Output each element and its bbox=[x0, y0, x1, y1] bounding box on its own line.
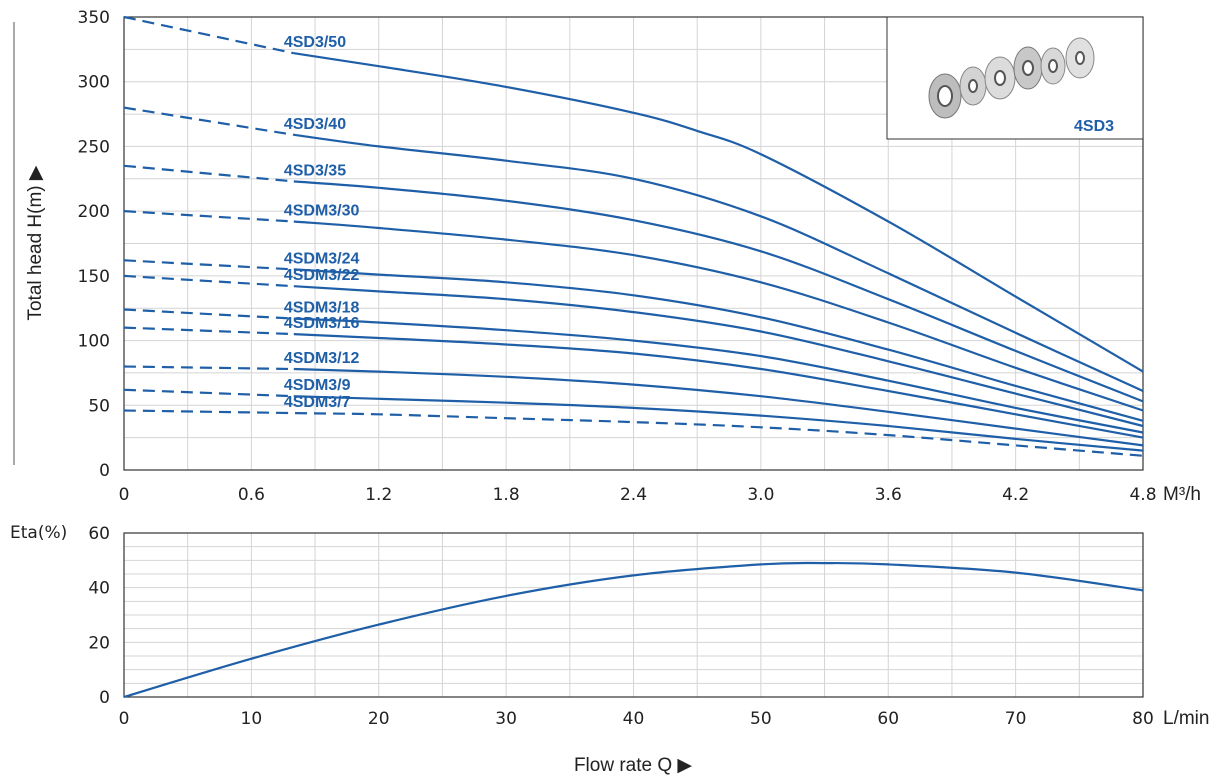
flow-rate-axis-title: Flow rate Q ▶ bbox=[574, 755, 692, 776]
y-tick-label: 60 bbox=[88, 524, 110, 544]
series-line bbox=[293, 395, 1144, 452]
x-tick-label: 4.8 bbox=[1129, 485, 1156, 505]
series-label: 4SD3/40 bbox=[284, 116, 346, 133]
series-line-dashed bbox=[123, 308, 294, 320]
efficiency-chart: 0 20 40 60 0 10 20 30 40 50 60 70 80 L/min Eta(%) F… bbox=[10, 523, 1209, 776]
x-tick-label: 20 bbox=[368, 709, 390, 729]
series-line bbox=[293, 133, 1144, 393]
inset-label: 4SD3 bbox=[1074, 118, 1114, 135]
efficiency-x-ticks: 0 10 20 30 40 50 60 70 80 bbox=[119, 709, 1154, 729]
head-series-labels: 4SD3/504SD3/404SD3/354SDM3/304SDM3/244SD… bbox=[284, 34, 360, 411]
series-label: 4SDM3/9 bbox=[284, 377, 351, 394]
y-tick-label: 250 bbox=[78, 137, 110, 157]
series-label: 4SDM3/24 bbox=[284, 250, 360, 267]
head-chart-frame bbox=[123, 16, 1144, 471]
series-line-dashed bbox=[123, 259, 294, 271]
y-tick-label: 40 bbox=[88, 579, 110, 599]
head-series bbox=[123, 15, 1144, 457]
efficiency-x-unit: L/min bbox=[1163, 708, 1209, 729]
x-tick-label: 0 bbox=[119, 709, 130, 729]
series-line-dashed bbox=[123, 210, 294, 223]
series-label: 4SDM3/12 bbox=[284, 350, 360, 367]
x-tick-label: 1.8 bbox=[493, 485, 520, 505]
series-label: 4SDM3/30 bbox=[284, 202, 360, 219]
efficiency-chart-frame bbox=[123, 532, 1144, 698]
series-line bbox=[293, 367, 1144, 447]
head-x-unit: M³/h bbox=[1163, 484, 1201, 505]
series-label: 4SD3/50 bbox=[284, 34, 346, 51]
x-tick-label: 50 bbox=[750, 709, 772, 729]
series-line bbox=[293, 317, 1144, 434]
x-tick-label: 60 bbox=[877, 709, 899, 729]
impeller-stages-image bbox=[928, 37, 1095, 119]
y-tick-label: 300 bbox=[78, 73, 110, 93]
x-tick-label: 4.2 bbox=[1002, 485, 1029, 505]
head-chart: 0 50 100 150 200 250 300 350 0 0.6 1.2 1.8 2.4 3.0 3.… bbox=[25, 8, 1201, 505]
series-line-dashed bbox=[123, 326, 294, 336]
series-line-dashed bbox=[123, 365, 294, 371]
x-tick-label: 2.4 bbox=[620, 485, 647, 505]
y-tick-label: 200 bbox=[78, 202, 110, 222]
y-tick-label: 50 bbox=[88, 396, 110, 416]
x-tick-label: 10 bbox=[241, 709, 263, 729]
y-tick-label: 350 bbox=[78, 8, 110, 28]
series-line-dashed bbox=[123, 106, 294, 136]
y-tick-label: 20 bbox=[88, 633, 110, 653]
series-label: 4SD3/35 bbox=[284, 162, 346, 179]
efficiency-y-ticks: 0 20 40 60 bbox=[88, 524, 110, 708]
efficiency-chart-grid bbox=[124, 533, 1143, 697]
impeller-inset: 4SD3 bbox=[886, 16, 1144, 140]
series-label: 4SDM3/16 bbox=[284, 315, 360, 332]
series-line-dashed bbox=[123, 274, 294, 288]
head-y-ticks: 0 50 100 150 200 250 300 350 bbox=[78, 8, 110, 481]
head-x-ticks: 0 0.6 1.2 1.8 2.4 3.0 3.6 4.2 4.8 bbox=[119, 485, 1157, 505]
series-line bbox=[123, 561, 1144, 699]
series-line bbox=[293, 268, 1144, 422]
x-tick-label: 30 bbox=[495, 709, 517, 729]
x-tick-label: 0 bbox=[119, 485, 130, 505]
series-label: 4SDM3/7 bbox=[284, 394, 351, 411]
series-line-dashed bbox=[123, 388, 294, 398]
y-tick-label: 0 bbox=[99, 461, 110, 481]
y-tick-label: 100 bbox=[78, 332, 110, 352]
y-tick-label: 0 bbox=[99, 688, 110, 708]
series-line-dashed bbox=[123, 164, 294, 183]
x-tick-label: 0.6 bbox=[238, 485, 265, 505]
series-line bbox=[293, 180, 1144, 403]
x-tick-label: 40 bbox=[623, 709, 645, 729]
series-line bbox=[293, 285, 1144, 428]
efficiency-y-axis-title: Eta(%) bbox=[10, 523, 67, 543]
head-y-axis-title: Total head H(m) ▶ bbox=[25, 165, 46, 320]
efficiency-series bbox=[123, 561, 1144, 699]
x-tick-label: 70 bbox=[1005, 709, 1027, 729]
y-tick-label: 150 bbox=[78, 267, 110, 287]
series-line bbox=[293, 52, 1144, 373]
x-tick-label: 1.2 bbox=[365, 485, 392, 505]
series-label: 4SDM3/22 bbox=[284, 267, 360, 284]
series-line bbox=[293, 333, 1144, 439]
x-tick-label: 80 bbox=[1132, 709, 1154, 729]
x-tick-label: 3.0 bbox=[747, 485, 774, 505]
x-tick-label: 3.6 bbox=[875, 485, 902, 505]
series-line-dashed bbox=[123, 15, 295, 55]
series-line bbox=[293, 220, 1144, 412]
series-label: 4SDM3/18 bbox=[284, 300, 360, 317]
